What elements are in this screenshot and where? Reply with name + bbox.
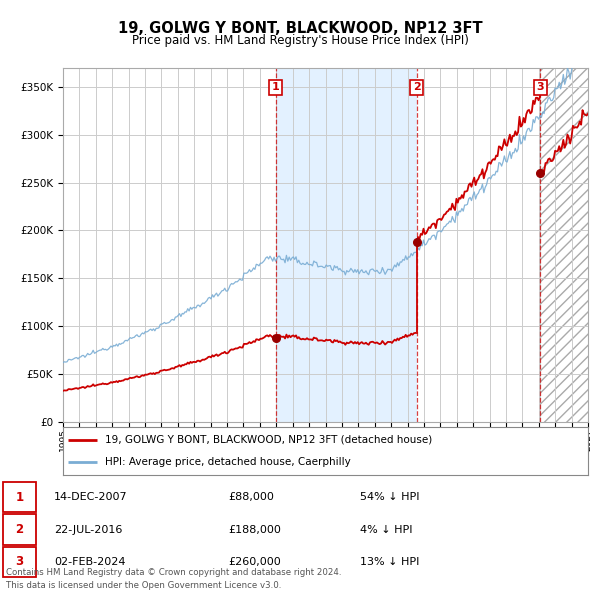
Text: 1: 1 [272, 83, 280, 92]
Text: 1: 1 [16, 490, 23, 504]
Bar [275, 68, 416, 422]
Text: 02-FEB-2024: 02-FEB-2024 [54, 557, 125, 567]
Text: 2: 2 [16, 523, 23, 536]
Text: 19, GOLWG Y BONT, BLACKWOOD, NP12 3FT (detached house): 19, GOLWG Y BONT, BLACKWOOD, NP12 3FT (d… [105, 435, 432, 445]
Text: 14-DEC-2007: 14-DEC-2007 [54, 492, 128, 502]
Text: 19, GOLWG Y BONT, BLACKWOOD, NP12 3FT: 19, GOLWG Y BONT, BLACKWOOD, NP12 3FT [118, 21, 482, 35]
Text: Price paid vs. HM Land Registry's House Price Index (HPI): Price paid vs. HM Land Registry's House … [131, 34, 469, 47]
Text: £260,000: £260,000 [228, 557, 281, 567]
Text: 54% ↓ HPI: 54% ↓ HPI [360, 492, 419, 502]
Text: 4% ↓ HPI: 4% ↓ HPI [360, 525, 413, 535]
Bar [540, 68, 588, 422]
Text: 13% ↓ HPI: 13% ↓ HPI [360, 557, 419, 567]
Text: £88,000: £88,000 [228, 492, 274, 502]
Text: 2: 2 [413, 83, 421, 92]
Text: 22-JUL-2016: 22-JUL-2016 [54, 525, 122, 535]
Bar [540, 68, 588, 422]
Text: Contains HM Land Registry data © Crown copyright and database right 2024.: Contains HM Land Registry data © Crown c… [6, 568, 341, 577]
Text: HPI: Average price, detached house, Caerphilly: HPI: Average price, detached house, Caer… [105, 457, 351, 467]
Text: £188,000: £188,000 [228, 525, 281, 535]
Text: 3: 3 [16, 555, 23, 569]
Text: 3: 3 [536, 83, 544, 92]
Text: This data is licensed under the Open Government Licence v3.0.: This data is licensed under the Open Gov… [6, 581, 281, 590]
